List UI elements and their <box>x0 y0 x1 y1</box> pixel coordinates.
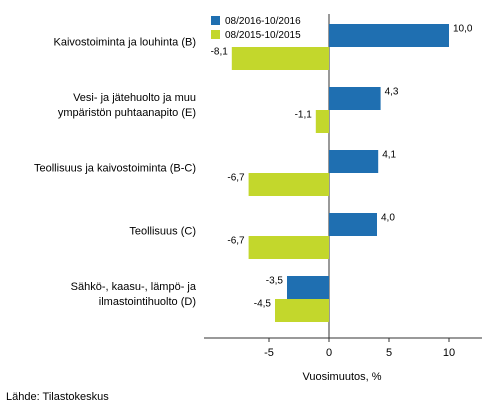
category-label: Kaivostoiminta ja louhinta (B) <box>54 36 196 48</box>
x-tick-label: 10 <box>443 347 455 359</box>
bar <box>329 150 379 173</box>
bar-value-label: 10,0 <box>453 24 473 35</box>
bar <box>275 299 329 322</box>
legend-label: 08/2015-10/2015 <box>225 30 301 41</box>
bar-value-label: -4,5 <box>254 299 272 310</box>
category-label: ilmastointihuolto (D) <box>99 296 196 308</box>
source-note: Lähde: Tilastokeskus <box>6 391 109 403</box>
bar-value-label: -3,5 <box>266 276 284 287</box>
category-label: Sähkö-, kaasu-, lämpö- ja <box>71 281 197 293</box>
legend-label: 08/2016-10/2016 <box>225 16 301 27</box>
bar-value-label: -8,1 <box>211 47 229 58</box>
x-axis-title: Vuosimuutos, % <box>302 371 381 383</box>
bar <box>329 24 449 47</box>
bar <box>231 47 329 70</box>
category-label: Teollisuus ja kaivostoiminta (B-C) <box>34 162 196 174</box>
bar-value-label: -6,7 <box>227 236 245 247</box>
bar <box>315 110 329 133</box>
bar-value-label: 4,1 <box>382 150 396 161</box>
bar-value-label: 4,3 <box>385 87 399 98</box>
x-tick-label: -5 <box>264 347 274 359</box>
bar <box>329 87 381 110</box>
bar <box>248 236 329 259</box>
legend-swatch <box>211 16 220 25</box>
category-label: Vesi- ja jätehuolto ja muu <box>73 92 196 104</box>
bar <box>248 173 329 196</box>
category-label: Teollisuus (C) <box>129 225 196 237</box>
bar-value-label: 4,0 <box>381 213 395 224</box>
bar-value-label: -1,1 <box>295 110 313 121</box>
category-label: ympäristön puhtaanapito (E) <box>58 107 196 119</box>
x-tick-label: 0 <box>326 347 332 359</box>
legend-swatch <box>211 30 220 39</box>
bar <box>329 213 377 236</box>
bar <box>287 276 329 299</box>
bar-value-label: -6,7 <box>227 173 245 184</box>
x-tick-label: 5 <box>386 347 392 359</box>
